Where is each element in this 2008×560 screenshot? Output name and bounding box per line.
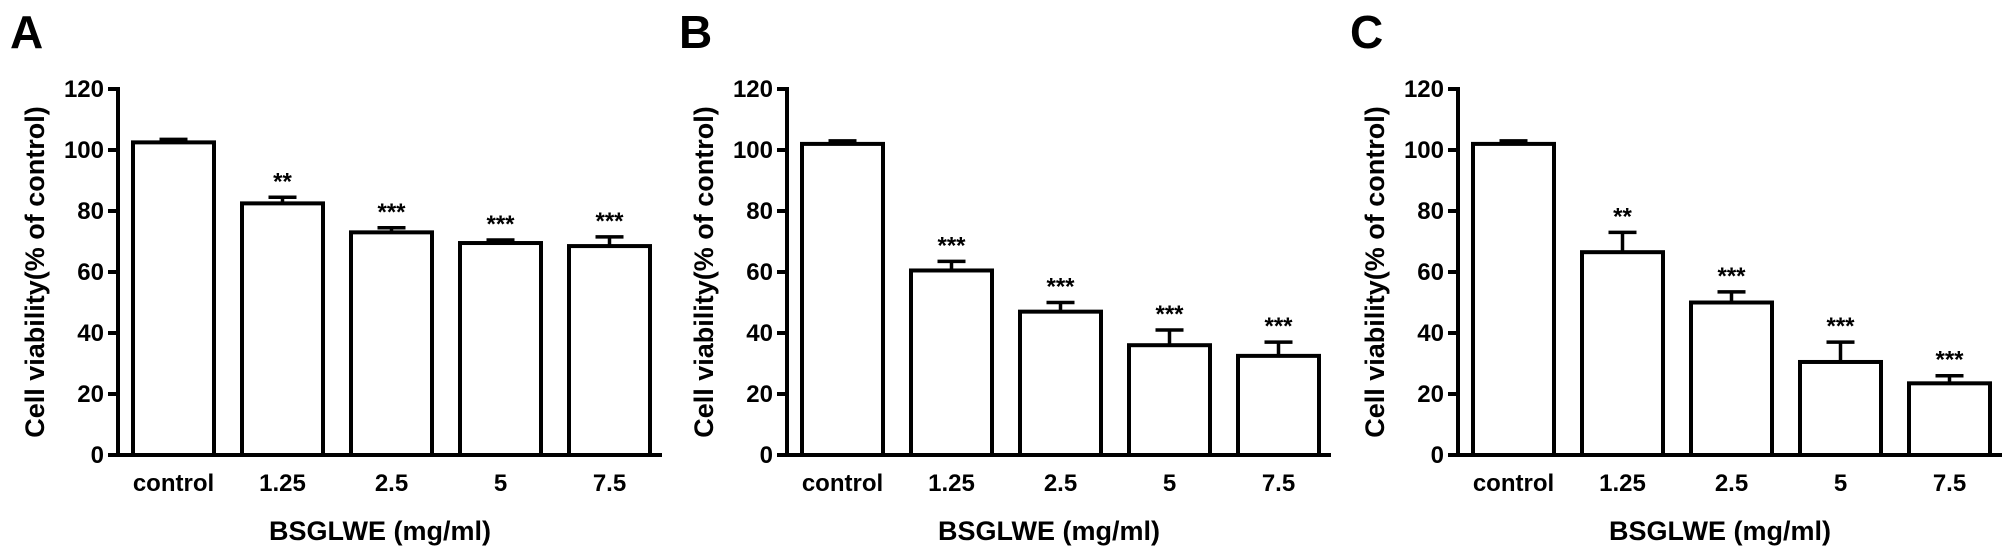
bar: [1580, 250, 1665, 457]
y-tick-label: 60: [746, 259, 773, 286]
y-tick-label: 100: [733, 137, 773, 164]
y-tick-label: 40: [1417, 320, 1444, 347]
y-axis-label: Cell viability(% of control): [1360, 106, 1390, 438]
significance-marker: ***: [1826, 313, 1855, 340]
y-axis-label: Cell viability(% of control): [20, 106, 50, 438]
y-tick-label: 60: [1417, 259, 1444, 286]
y-tick-label: 40: [77, 320, 104, 347]
chart-panel-c: C 0 20 40 60 80 100 120 Cell viability(% of cont…: [1350, 6, 2002, 546]
significance-marker: **: [273, 168, 292, 195]
panel-letter: C: [1350, 6, 1383, 58]
y-tick-label: 120: [1404, 76, 1444, 103]
significance-marker: ***: [937, 232, 966, 259]
bar: [1689, 300, 1774, 457]
x-tick-label: 5: [1163, 470, 1176, 497]
x-axis-label: BSGLWE (mg/ml): [1609, 516, 1831, 546]
bar: [240, 201, 325, 457]
bar: [1907, 381, 1992, 458]
y-tick-label: 100: [1404, 137, 1444, 164]
x-tick-label: 1.25: [928, 470, 975, 497]
bar: [1127, 343, 1212, 458]
x-tick-label: 5: [1834, 470, 1847, 497]
panel-letter: A: [10, 6, 43, 58]
x-tick-label: 7.5: [1933, 470, 1966, 497]
y-tick-label: 20: [77, 381, 104, 408]
significance-marker: ***: [1935, 347, 1964, 374]
bar: [131, 140, 216, 457]
x-tick-label: control: [802, 470, 883, 497]
y-tick-label: 0: [760, 442, 773, 469]
y-tick-label: 40: [746, 320, 773, 347]
bar: [1471, 141, 1556, 457]
x-tick-label: 2.5: [1044, 470, 1077, 497]
bar: [1236, 353, 1321, 457]
bar: [458, 241, 543, 457]
bar: [349, 230, 434, 457]
significance-marker: ***: [1717, 263, 1746, 290]
y-tick-label: 20: [1417, 381, 1444, 408]
y-tick-label: 120: [64, 76, 104, 103]
significance-marker: **: [1613, 203, 1632, 230]
x-tick-label: 1.25: [1599, 470, 1646, 497]
bar: [1018, 309, 1103, 457]
y-tick-label: 100: [64, 137, 104, 164]
y-tick-label: 0: [1431, 442, 1444, 469]
x-tick-label: control: [133, 470, 214, 497]
significance-marker: ***: [486, 211, 515, 238]
x-tick-label: 7.5: [593, 470, 626, 497]
x-tick-label: 2.5: [1715, 470, 1748, 497]
y-tick-label: 120: [733, 76, 773, 103]
x-axis-label: BSGLWE (mg/ml): [269, 516, 491, 546]
y-tick-label: 60: [77, 259, 104, 286]
x-tick-label: 7.5: [1262, 470, 1295, 497]
significance-marker: ***: [1155, 301, 1184, 328]
x-tick-label: 2.5: [375, 470, 408, 497]
significance-marker: ***: [377, 199, 406, 226]
y-tick-label: 80: [77, 198, 104, 225]
y-axis-label: Cell viability(% of control): [689, 106, 719, 438]
significance-marker: ***: [1264, 313, 1293, 340]
bar: [1798, 359, 1883, 458]
chart-panel-b: B 0 20 40 60 80 100 120 Cell viability(% of cont…: [679, 6, 1331, 546]
panel-letter: B: [679, 6, 712, 58]
x-tick-label: 5: [494, 470, 507, 497]
y-tick-label: 0: [91, 442, 104, 469]
bar: [909, 268, 994, 457]
y-tick-label: 80: [746, 198, 773, 225]
bar: [567, 244, 652, 457]
x-tick-label: control: [1473, 470, 1554, 497]
x-axis-label: BSGLWE (mg/ml): [938, 516, 1160, 546]
bar: [800, 141, 885, 457]
significance-marker: ***: [1046, 274, 1075, 301]
y-tick-label: 80: [1417, 198, 1444, 225]
significance-marker: ***: [595, 208, 624, 235]
chart-panel-a: A 0 20 40 60 80 100 120 Cell viability(% of cont…: [10, 6, 662, 546]
x-tick-label: 1.25: [259, 470, 306, 497]
y-tick-label: 20: [746, 381, 773, 408]
